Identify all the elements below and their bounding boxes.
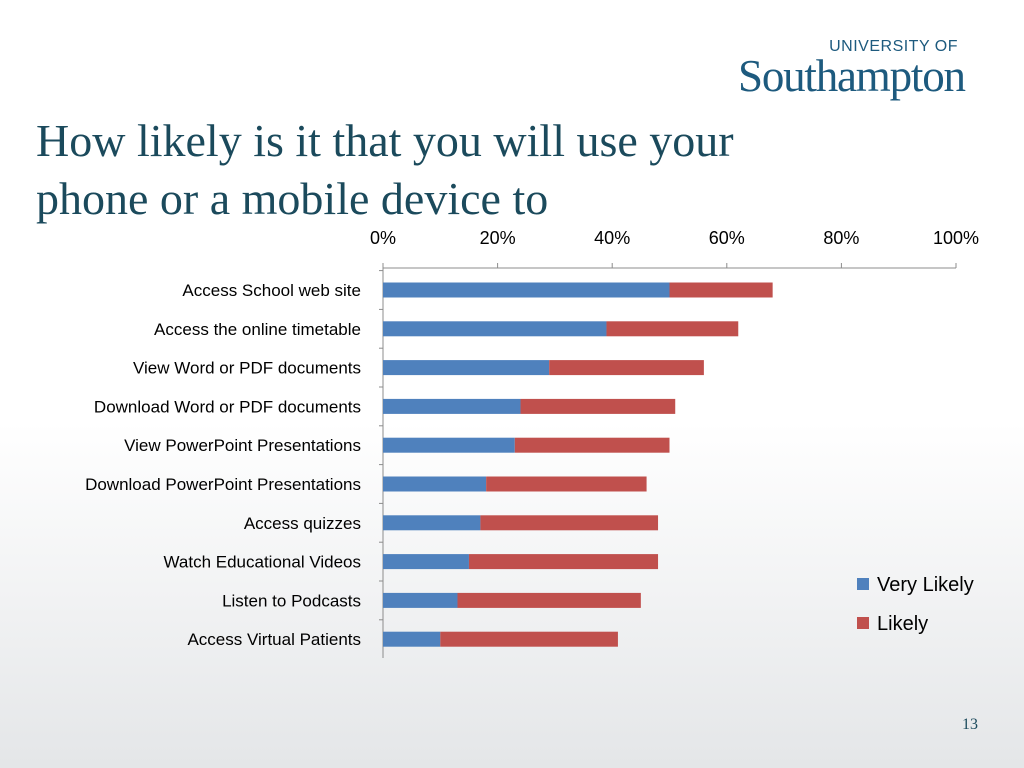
category-label: Access the online timetable <box>154 320 361 339</box>
bar-very-likely <box>383 554 469 570</box>
bar-likely <box>549 360 704 376</box>
x-tick-label: 20% <box>480 228 516 248</box>
slide-title-line2: phone or a mobile device to <box>36 173 549 224</box>
bar-likely <box>514 437 670 453</box>
bar-very-likely <box>383 398 521 414</box>
bar-very-likely <box>383 631 441 647</box>
x-tick-label: 80% <box>823 228 859 248</box>
university-logo: UNIVERSITY OF Southampton <box>738 38 988 101</box>
bar-very-likely <box>383 515 481 531</box>
bar-likely <box>457 592 641 608</box>
bar-very-likely <box>383 360 550 376</box>
bar-very-likely <box>383 321 607 337</box>
slide-title-line1: How likely is it that you will use your <box>36 115 734 166</box>
legend-label: Very Likely <box>877 574 974 596</box>
bar-likely <box>486 476 647 492</box>
bar-very-likely <box>383 476 487 492</box>
bar-likely <box>480 515 659 531</box>
x-tick-label: 40% <box>594 228 630 248</box>
category-label: Access School web site <box>182 281 361 300</box>
slide-title: How likely is it that you will use your … <box>36 112 936 228</box>
x-tick-label: 60% <box>709 228 745 248</box>
legend-swatch <box>857 578 869 590</box>
logo-top-text: UNIVERSITY OF <box>829 38 958 55</box>
category-label: Listen to Podcasts <box>222 591 361 610</box>
bar-very-likely <box>383 282 670 298</box>
bar-likely <box>440 631 618 647</box>
category-label: View Word or PDF documents <box>133 359 361 378</box>
legend-label: Likely <box>877 613 928 635</box>
legend-swatch <box>857 617 869 629</box>
x-tick-label: 0% <box>370 228 396 248</box>
category-label: Download Word or PDF documents <box>94 397 361 416</box>
bar-likely <box>669 282 773 298</box>
logo-main-text: Southampton <box>738 51 966 101</box>
bar-likely <box>468 554 659 570</box>
category-label: View PowerPoint Presentations <box>124 436 361 455</box>
category-label: Download PowerPoint Presentations <box>85 475 361 494</box>
bar-very-likely <box>383 592 458 608</box>
bar-likely <box>606 321 739 337</box>
x-tick-label: 100% <box>933 228 979 248</box>
category-label: Access quizzes <box>244 514 361 533</box>
bar-very-likely <box>383 437 515 453</box>
bar-likely <box>520 398 676 414</box>
page-number: 13 <box>962 716 978 733</box>
category-label: Watch Educational Videos <box>163 553 361 572</box>
category-label: Access Virtual Patients <box>187 630 361 649</box>
